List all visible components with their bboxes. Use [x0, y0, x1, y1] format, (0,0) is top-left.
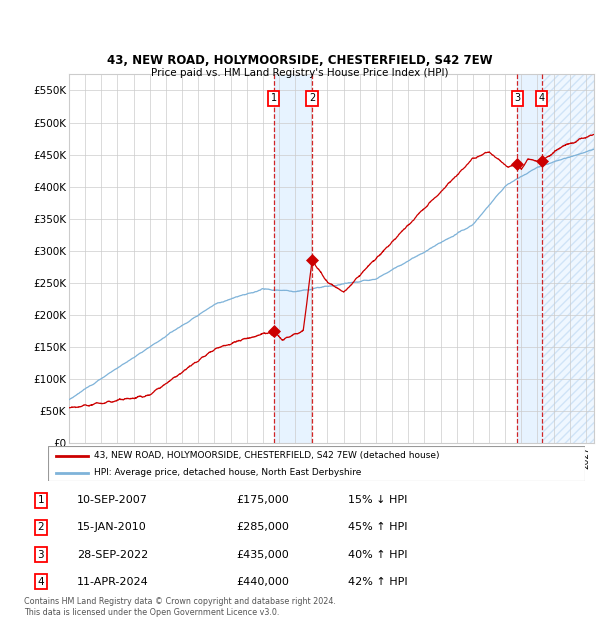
Text: 11-APR-2024: 11-APR-2024 [77, 577, 149, 587]
Text: Contains HM Land Registry data © Crown copyright and database right 2024.
This d: Contains HM Land Registry data © Crown c… [24, 598, 336, 617]
Text: 4: 4 [37, 577, 44, 587]
Text: 40% ↑ HPI: 40% ↑ HPI [347, 549, 407, 559]
Text: 45% ↑ HPI: 45% ↑ HPI [347, 523, 407, 533]
Text: 10-SEP-2007: 10-SEP-2007 [77, 495, 148, 505]
Text: 15% ↓ HPI: 15% ↓ HPI [347, 495, 407, 505]
Text: 28-SEP-2022: 28-SEP-2022 [77, 549, 148, 559]
Bar [274, 74, 312, 443]
Text: 43, NEW ROAD, HOLYMOORSIDE, CHESTERFIELD, S42 7EW (detached house): 43, NEW ROAD, HOLYMOORSIDE, CHESTERFIELD… [94, 451, 439, 461]
Text: 4: 4 [539, 94, 545, 104]
Text: 1: 1 [271, 94, 277, 104]
Text: 2: 2 [309, 94, 315, 104]
Text: £435,000: £435,000 [236, 549, 289, 559]
Bar [517, 74, 542, 443]
Text: 15-JAN-2010: 15-JAN-2010 [77, 523, 147, 533]
Bar [542, 74, 594, 443]
Text: HPI: Average price, detached house, North East Derbyshire: HPI: Average price, detached house, Nort… [94, 469, 361, 477]
Text: 2: 2 [37, 523, 44, 533]
Text: £440,000: £440,000 [236, 577, 289, 587]
Text: 1: 1 [37, 495, 44, 505]
Text: 3: 3 [37, 549, 44, 559]
Text: Price paid vs. HM Land Registry's House Price Index (HPI): Price paid vs. HM Land Registry's House … [151, 68, 449, 78]
Text: 43, NEW ROAD, HOLYMOORSIDE, CHESTERFIELD, S42 7EW: 43, NEW ROAD, HOLYMOORSIDE, CHESTERFIELD… [107, 54, 493, 67]
Text: £175,000: £175,000 [236, 495, 289, 505]
Text: 3: 3 [514, 94, 520, 104]
Text: £285,000: £285,000 [236, 523, 289, 533]
Text: 42% ↑ HPI: 42% ↑ HPI [347, 577, 407, 587]
